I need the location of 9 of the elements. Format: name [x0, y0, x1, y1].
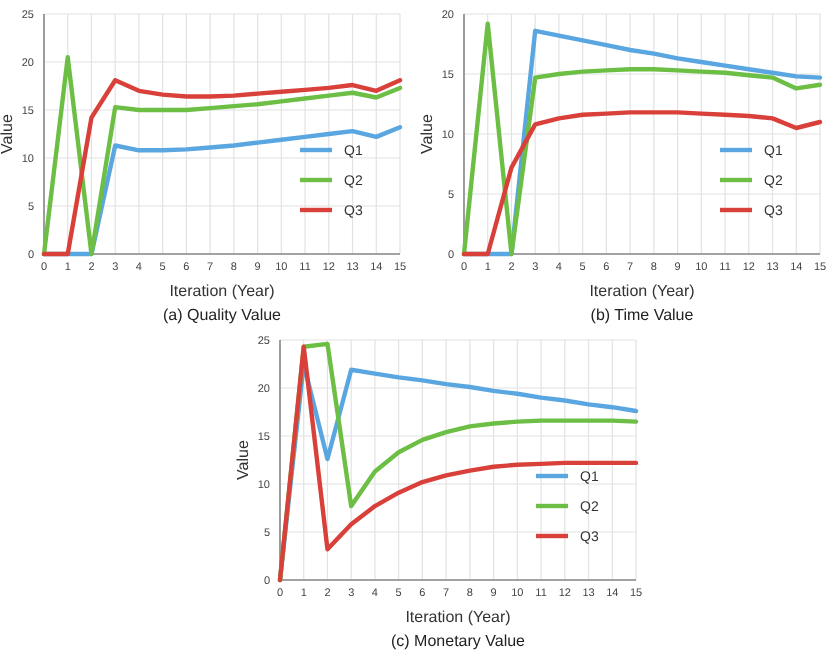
y-axis-title: Value: [0, 113, 16, 154]
x-axis-title: Iteration (Year): [405, 608, 512, 626]
text: (b) Time Value: [590, 306, 695, 324]
y-axis-title: Value: [418, 113, 436, 154]
text: (c) Monetary Value: [391, 632, 527, 650]
text: (a) Quality Value: [163, 306, 283, 324]
y-axis-title: Value: [234, 439, 252, 480]
x-axis-title: Iteration (Year): [589, 282, 696, 300]
x-axis-title: Iteration (Year): [169, 282, 276, 300]
